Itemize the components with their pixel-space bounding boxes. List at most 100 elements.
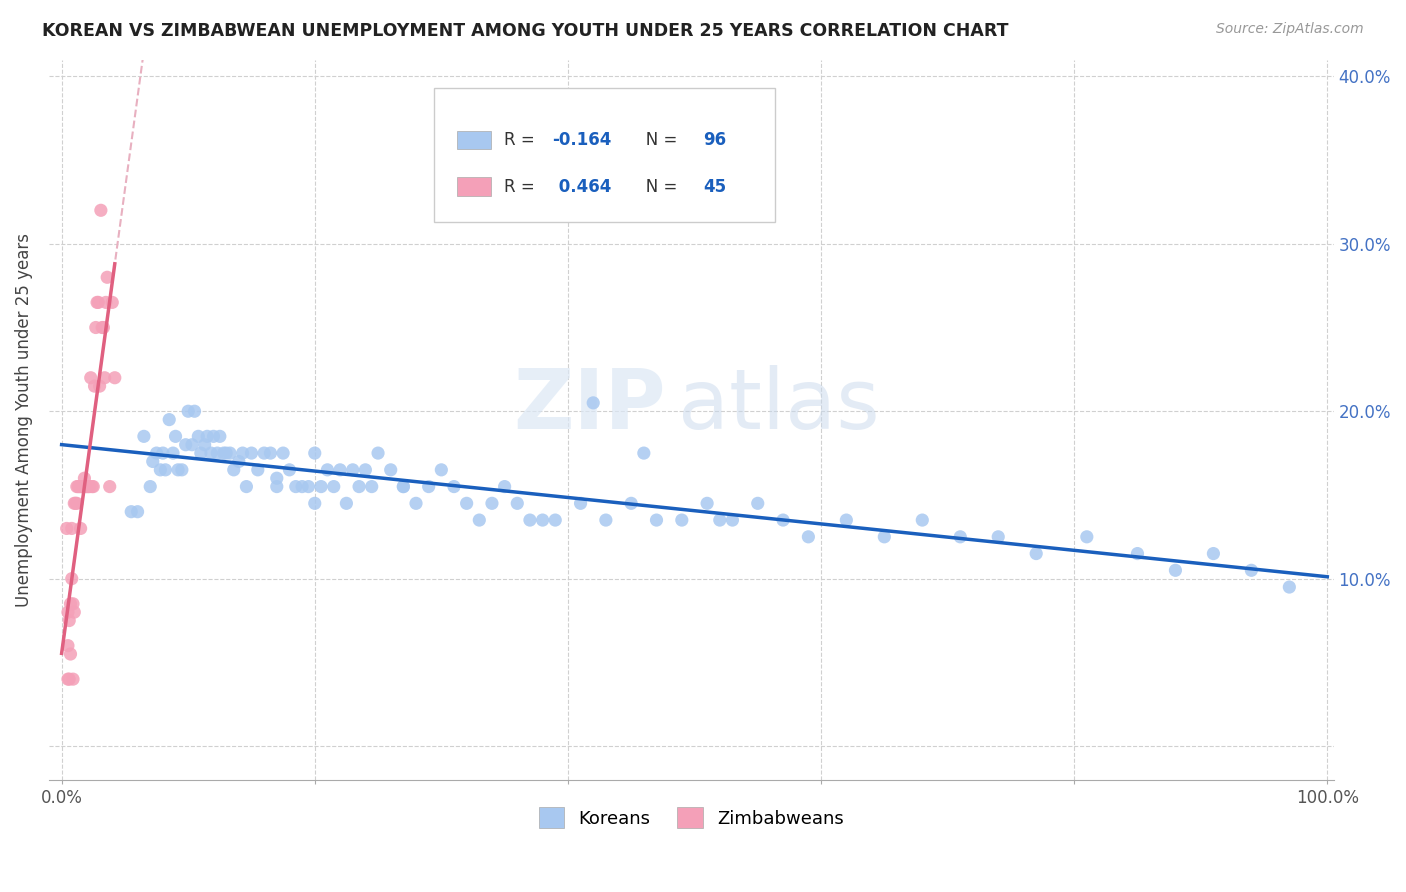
Point [240,446,263,460]
Point [259,446,281,460]
Point [620,496,643,510]
Text: 0.464: 0.464 [553,178,612,195]
Text: Source: ZipAtlas.com: Source: ZipAtlas.com [1216,22,1364,37]
Point [1076,530,1098,544]
Point [443,479,465,493]
Point [58,672,80,686]
Point [392,479,415,493]
Point [62,597,84,611]
Point [59,597,82,611]
Point [405,496,427,510]
Point [94,295,117,310]
Point [87,295,110,310]
Point [83,379,105,393]
Point [911,513,934,527]
Point [58,614,80,628]
Point [93,370,115,384]
Text: 45: 45 [703,178,725,195]
Point [167,463,190,477]
Point [67,479,90,493]
Point [645,513,668,527]
Point [709,513,731,527]
Point [392,479,415,493]
Point [329,463,352,477]
Point [232,446,254,460]
Point [772,513,794,527]
Point [212,446,235,460]
Text: N =: N = [630,131,682,149]
FancyBboxPatch shape [434,88,775,221]
Point [183,404,205,418]
Point [228,454,250,468]
Point [335,496,357,510]
Point [278,463,301,477]
Point [60,572,83,586]
Point [367,446,389,460]
Point [246,463,269,477]
Point [519,513,541,527]
Point [62,672,84,686]
Text: R =: R = [503,178,540,195]
Point [481,496,503,510]
Point [1278,580,1301,594]
Point [253,446,276,460]
Point [987,530,1010,544]
Point [80,479,103,493]
Point [76,479,98,493]
Point [82,479,104,493]
Point [55,521,77,535]
Point [235,479,257,493]
Point [468,513,491,527]
Point [67,479,90,493]
Point [63,605,86,619]
FancyBboxPatch shape [457,178,491,196]
Point [170,463,193,477]
Point [132,429,155,443]
Text: atlas: atlas [679,365,880,446]
Point [127,505,149,519]
Point [69,521,91,535]
Point [284,479,307,493]
Point [120,505,142,519]
Point [187,429,209,443]
Point [66,479,89,493]
Point [360,479,382,493]
Point [77,479,100,493]
Point [73,471,96,485]
Point [157,412,180,426]
Point [56,672,79,686]
Point [145,446,167,460]
Point [1025,547,1047,561]
Point [72,479,94,493]
Point [63,496,86,510]
Point [1240,563,1263,577]
Point [79,479,101,493]
Point [155,463,177,477]
Point [177,404,200,418]
Point [696,496,718,510]
Point [297,479,319,493]
Point [152,446,174,460]
Point [1164,563,1187,577]
Point [65,496,87,510]
Point [162,446,184,460]
Point [342,463,364,477]
Text: KOREAN VS ZIMBABWEAN UNEMPLOYMENT AMONG YOUTH UNDER 25 YEARS CORRELATION CHART: KOREAN VS ZIMBABWEAN UNEMPLOYMENT AMONG … [42,22,1008,40]
Point [104,370,127,384]
Point [69,479,91,493]
Point [873,530,896,544]
Point [93,320,115,334]
Point [1126,547,1149,561]
Point [181,438,204,452]
Point [190,446,212,460]
Point [1202,547,1225,561]
Point [90,203,112,218]
Point [101,295,124,310]
Point [202,429,225,443]
Point [304,496,326,510]
Point [66,496,89,510]
Point [271,446,294,460]
Point [531,513,554,527]
Point [380,463,402,477]
Point [595,513,617,527]
